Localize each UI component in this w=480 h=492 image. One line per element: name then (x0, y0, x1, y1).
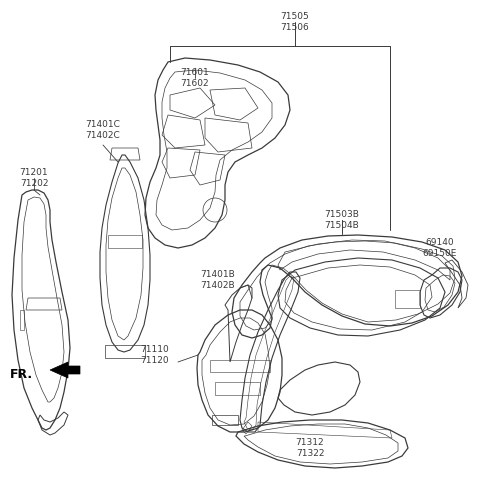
Text: 71401C
71402C: 71401C 71402C (85, 120, 120, 140)
Text: 71110
71120: 71110 71120 (141, 345, 169, 365)
Text: FR.: FR. (10, 369, 33, 381)
Polygon shape (50, 362, 80, 378)
Text: 71312
71322: 71312 71322 (296, 438, 324, 458)
Text: 69140
69150E: 69140 69150E (423, 238, 457, 258)
Text: 71401B
71402B: 71401B 71402B (201, 270, 235, 290)
Text: 71601
71602: 71601 71602 (180, 68, 209, 88)
Text: 71503B
71504B: 71503B 71504B (324, 210, 360, 230)
Text: 71505
71506: 71505 71506 (281, 12, 310, 32)
Text: 71201
71202: 71201 71202 (20, 168, 48, 188)
